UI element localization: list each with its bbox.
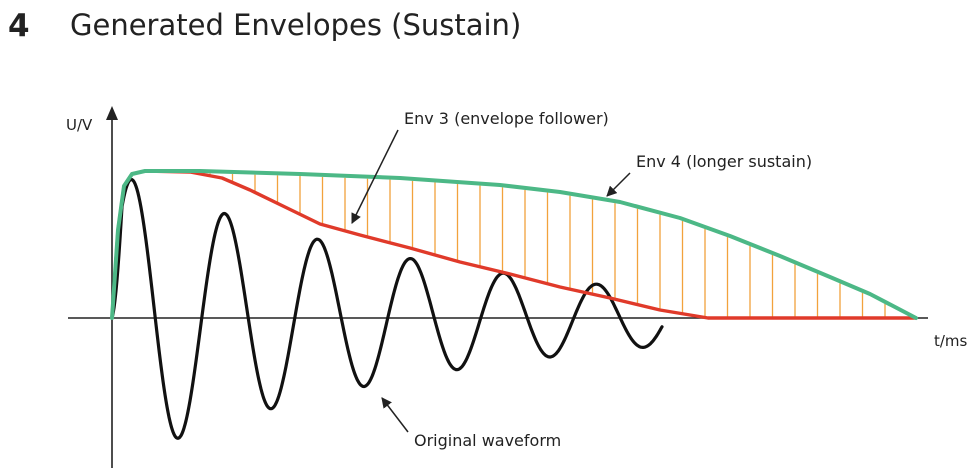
y-axis-label: U/V xyxy=(66,116,93,134)
env4-curve xyxy=(110,169,918,320)
env4-pointer-arrow xyxy=(606,172,631,197)
sustain-difference-hatching xyxy=(209,173,886,317)
env3-annotation: Env 3 (envelope follower) xyxy=(404,109,609,128)
y-axis-arrow xyxy=(106,106,118,120)
original-waveform xyxy=(110,177,664,440)
figure-title: Generated Envelopes (Sustain) xyxy=(70,8,522,42)
waveform-annotation: Original waveform xyxy=(414,431,561,450)
x-axis-label: t/ms xyxy=(934,332,968,350)
waveform-pointer-arrow xyxy=(381,397,409,433)
figure-number: 4 xyxy=(8,8,30,44)
env4-annotation: Env 4 (longer sustain) xyxy=(636,152,812,171)
env3-pointer-arrow xyxy=(351,129,399,224)
